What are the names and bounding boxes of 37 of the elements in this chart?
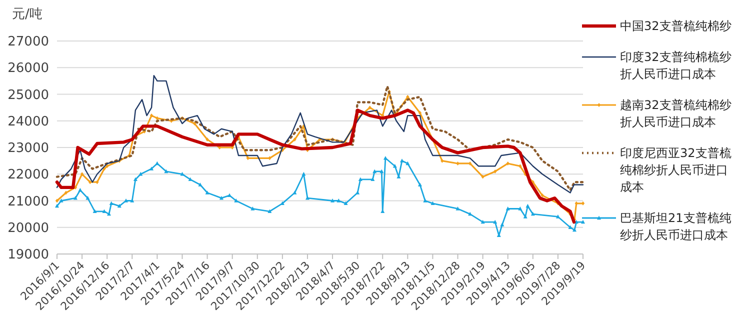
legend-label: 越南32支普梳纯棉纱折人民币进口成本 [620,98,732,129]
y-tick-label: 24000 [8,114,49,130]
point [506,161,510,166]
legend-label: 印度尼西亚32支普梳纯棉纱折人民币进口成本 [620,146,732,194]
y-tick-label: 25000 [8,88,49,103]
point [156,116,159,120]
point [192,122,196,126]
legend-label: 中国32支普梳纯棉纱 [620,19,732,33]
y-tick-label: 23000 [8,141,49,156]
point [440,158,444,163]
point [268,156,272,160]
y-tick-label: 22000 [8,168,49,183]
y-tick-label: 21000 [8,194,49,210]
point [80,172,84,176]
point [55,198,59,203]
point [468,161,472,166]
point [206,138,209,142]
point [493,169,497,174]
point [368,106,372,110]
point [418,110,422,115]
y-tick-label: 26000 [8,61,49,76]
point [581,201,585,206]
point [64,190,68,195]
y-axis-title: 元/吨 [12,7,42,22]
point [150,114,154,118]
point [518,164,522,168]
legend-label: 巴基斯坦21支普梳纯纱折人民币进口成本 [620,211,732,242]
point [481,174,484,179]
y-tick-label: 20000 [8,220,49,236]
point [456,161,460,166]
point [96,180,99,184]
point [293,138,296,142]
legend-label: 印度32支普纯棉梳纱折人民币进口成本 [620,50,732,81]
point [88,180,92,184]
y-tick-label: 19000 [8,248,49,262]
y-tick-label: 27000 [8,34,49,50]
point [540,193,544,198]
